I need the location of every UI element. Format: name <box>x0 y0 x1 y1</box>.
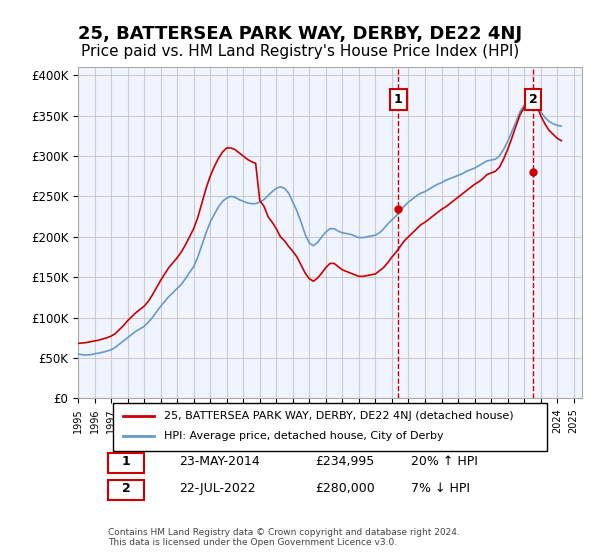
Text: 2: 2 <box>529 93 538 106</box>
Text: 22-JUL-2022: 22-JUL-2022 <box>179 482 256 495</box>
Text: 1: 1 <box>122 455 130 468</box>
Text: 1: 1 <box>394 93 403 106</box>
Text: 7% ↓ HPI: 7% ↓ HPI <box>410 482 470 495</box>
Text: £234,995: £234,995 <box>315 455 374 468</box>
Text: 20% ↑ HPI: 20% ↑ HPI <box>410 455 478 468</box>
FancyBboxPatch shape <box>108 453 143 473</box>
Text: £280,000: £280,000 <box>315 482 374 495</box>
Text: HPI: Average price, detached house, City of Derby: HPI: Average price, detached house, City… <box>164 431 443 441</box>
FancyBboxPatch shape <box>113 403 547 451</box>
Text: 23-MAY-2014: 23-MAY-2014 <box>179 455 260 468</box>
Text: 25, BATTERSEA PARK WAY, DERBY, DE22 4NJ: 25, BATTERSEA PARK WAY, DERBY, DE22 4NJ <box>78 25 522 43</box>
FancyBboxPatch shape <box>108 480 143 500</box>
Text: Price paid vs. HM Land Registry's House Price Index (HPI): Price paid vs. HM Land Registry's House … <box>81 44 519 59</box>
Text: Contains HM Land Registry data © Crown copyright and database right 2024.
This d: Contains HM Land Registry data © Crown c… <box>108 528 460 547</box>
Text: 25, BATTERSEA PARK WAY, DERBY, DE22 4NJ (detached house): 25, BATTERSEA PARK WAY, DERBY, DE22 4NJ … <box>164 412 514 421</box>
Text: 2: 2 <box>122 482 130 495</box>
